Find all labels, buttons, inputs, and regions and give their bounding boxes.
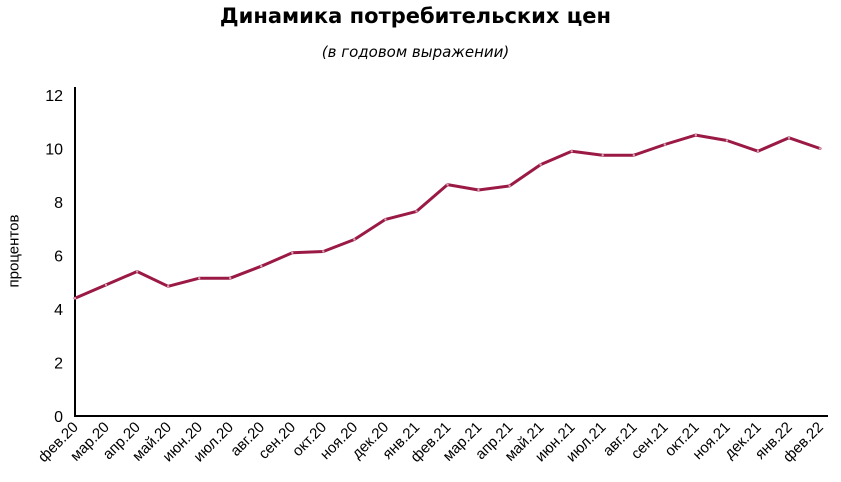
y-tick-label: 6 (54, 249, 63, 266)
data-point (818, 147, 822, 150)
data-point (508, 184, 511, 188)
data-point (601, 154, 604, 157)
data-point (135, 270, 139, 273)
data-point (291, 251, 294, 254)
data-point (570, 150, 573, 153)
y-tick-label: 2 (54, 356, 63, 373)
data-point (725, 139, 729, 142)
series-line (73, 133, 822, 300)
data-point (260, 265, 263, 268)
y-tick-label: 0 (54, 409, 63, 426)
data-point (477, 188, 480, 192)
x-ticks: фев.20мар.20апр.20май.20июн.20июл.20авг.… (35, 419, 827, 466)
data-point (756, 150, 760, 153)
data-point (229, 277, 232, 280)
y-tick-label: 12 (45, 88, 63, 105)
data-point (166, 285, 170, 288)
data-point (198, 277, 201, 280)
data-point (322, 250, 325, 253)
data-point (353, 238, 356, 241)
chart-title: Динамика потребительских цен (219, 4, 612, 28)
data-point (104, 283, 108, 287)
series-group (73, 133, 822, 300)
data-point (663, 143, 666, 146)
data-point (632, 154, 635, 157)
data-point (787, 136, 791, 139)
data-point (415, 210, 418, 213)
data-point (73, 297, 77, 300)
y-ticks: 0 2 4 6 8 10 12 (45, 88, 63, 426)
y-tick-label: 8 (54, 195, 63, 212)
chart-subtitle: (в годовом выражении) (321, 43, 510, 61)
y-tick-label: 4 (54, 302, 63, 319)
data-point (446, 183, 449, 186)
data-point (694, 133, 697, 137)
y-tick-label: 10 (45, 142, 63, 159)
data-point (384, 218, 387, 221)
data-point (539, 163, 542, 166)
